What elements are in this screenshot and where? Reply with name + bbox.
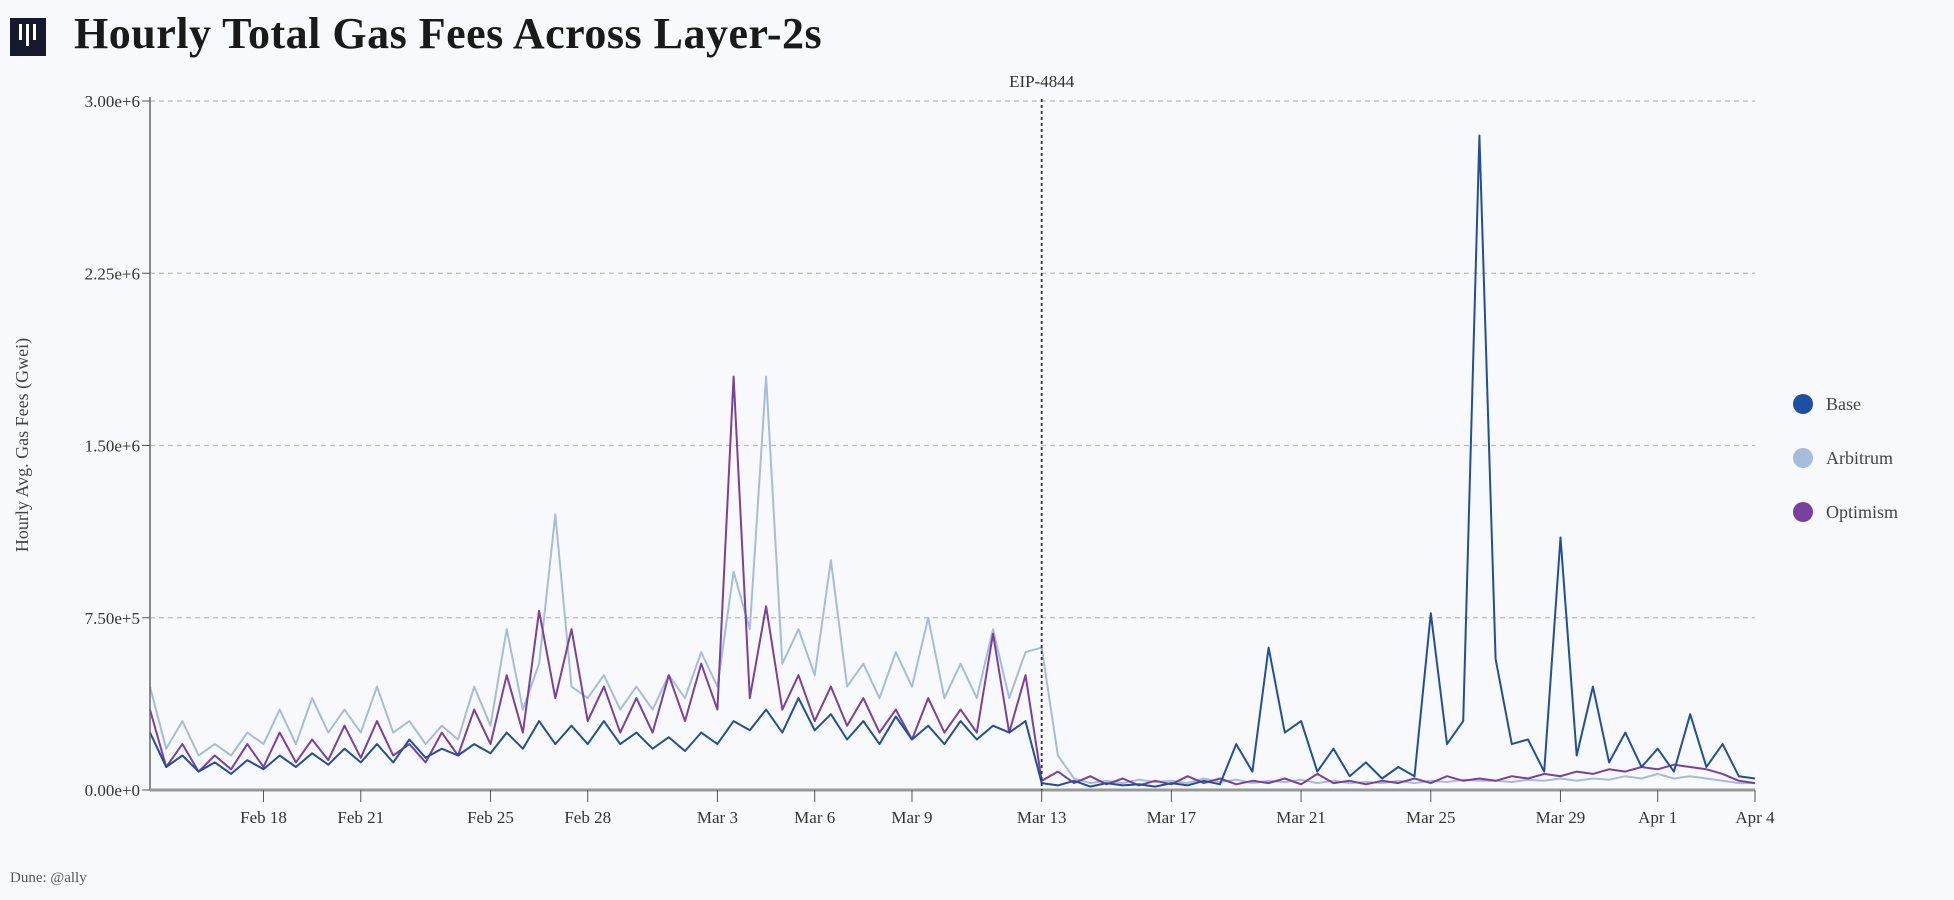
credit-label: Dune: @ally (10, 870, 87, 886)
legend-label-arbitrum: Arbitrum (1826, 448, 1893, 468)
y-axis-label: Hourly Avg. Gas Fees (Gwei) (12, 338, 33, 552)
legend-marker-optimism (1793, 502, 1813, 522)
legend: Base Arbitrum Optimism (1793, 394, 1898, 522)
series-line-optimism (149, 375, 1756, 787)
axes: 0.00e+0 7.50e+5 1.50e+6 2.25e+6 3.00e+6 Feb 1… (85, 92, 1775, 827)
legend-marker-base (1793, 394, 1813, 414)
eip-4844-label: EIP-4844 (1009, 72, 1075, 91)
x-tick-label: Mar 9 (891, 808, 932, 827)
legend-marker-arbitrum (1793, 448, 1813, 468)
x-tick-label: Mar 3 (697, 808, 738, 827)
dune-logo (10, 18, 46, 56)
eip-4844-annotation: EIP-4844 (1009, 72, 1075, 790)
x-tick-label: Apr 4 (1735, 808, 1775, 827)
series-lines (149, 134, 1756, 788)
page-title: Hourly Total Gas Fees Across Layer-2s (74, 9, 823, 58)
x-tick-label: Mar 17 (1147, 808, 1197, 827)
x-tick-label: Apr 1 (1638, 808, 1677, 827)
series-line-arbitrum (149, 375, 1755, 785)
legend-label-optimism: Optimism (1826, 502, 1898, 522)
x-tick-label: Feb 21 (337, 808, 384, 827)
x-tick-label: Mar 21 (1276, 808, 1326, 827)
x-tick-label: Mar 13 (1017, 808, 1067, 827)
y-tick-label: 0.00e+0 (85, 781, 140, 800)
y-tick-label: 3.00e+6 (85, 92, 140, 111)
x-tick-label: Mar 6 (794, 808, 835, 827)
y-tick-label: 1.50e+6 (85, 437, 140, 456)
y-tick-label: 2.25e+6 (85, 264, 140, 283)
x-tick-label: Feb 25 (467, 808, 514, 827)
legend-label-base: Base (1826, 394, 1861, 414)
y-tick-label: 7.50e+5 (85, 609, 140, 628)
gridlines (150, 100, 1755, 619)
x-tick-label: Feb 18 (240, 808, 287, 827)
x-tick-label: Feb 28 (564, 808, 611, 827)
series-line-base (149, 134, 1756, 788)
x-tick-label: Mar 29 (1536, 808, 1586, 827)
x-tick-label: Mar 25 (1406, 808, 1456, 827)
